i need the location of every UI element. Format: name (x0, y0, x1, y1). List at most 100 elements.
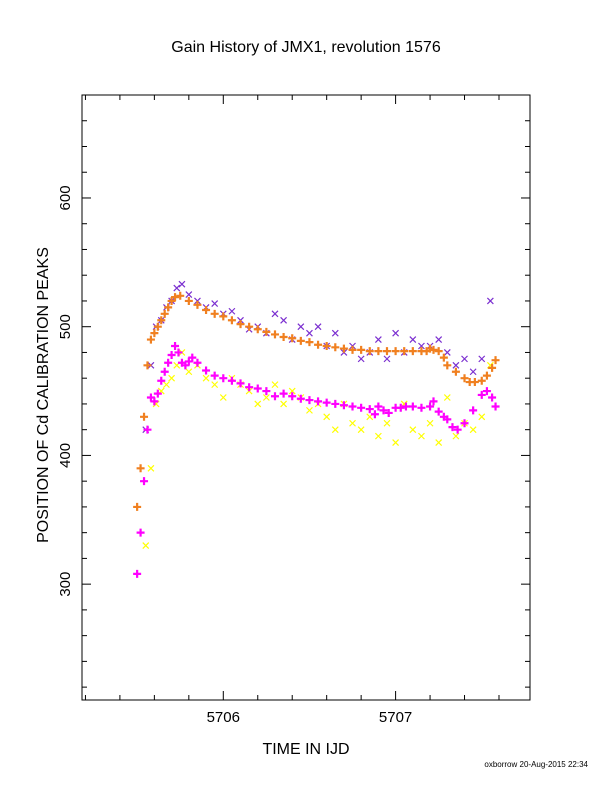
y-tick-label: 500 (57, 314, 74, 339)
data-point (146, 335, 155, 344)
data-point (331, 426, 339, 434)
data-point (418, 432, 425, 440)
data-point (245, 383, 254, 392)
data-point (140, 477, 149, 486)
data-point (262, 327, 271, 336)
data-point (163, 381, 170, 389)
data-point (478, 413, 486, 421)
data-point (429, 345, 438, 354)
data-point (236, 379, 245, 388)
data-point (443, 349, 451, 356)
data-point (279, 333, 288, 341)
y-tick-label: 300 (57, 572, 74, 597)
data-point (365, 405, 374, 414)
data-point (477, 390, 486, 399)
data-point (383, 355, 391, 363)
data-point (176, 291, 185, 300)
data-point (443, 361, 452, 370)
data-point (160, 367, 169, 376)
data-point (171, 293, 180, 302)
data-point (185, 368, 193, 376)
data-point (288, 334, 297, 343)
axis-ticks (82, 94, 530, 700)
data-point (279, 389, 288, 398)
data-point (435, 439, 443, 446)
data-point (461, 355, 468, 363)
data-point (469, 426, 477, 434)
data-point (168, 374, 176, 382)
data-point (477, 376, 486, 385)
data-point (142, 542, 150, 549)
data-point (193, 358, 202, 367)
data-point (153, 389, 162, 398)
data-point (384, 408, 393, 417)
data-point (160, 309, 169, 318)
data-point (408, 402, 417, 411)
data-point (323, 413, 331, 421)
series-2 (133, 291, 500, 511)
data-point (348, 345, 357, 354)
data-point (153, 322, 162, 331)
data-point (219, 394, 227, 401)
data-point (178, 280, 186, 288)
data-point (254, 400, 262, 408)
data-point (188, 353, 197, 362)
data-point (262, 387, 271, 396)
data-point (357, 403, 366, 412)
data-point (417, 403, 426, 412)
data-point (147, 464, 155, 472)
y-tick-label: 400 (57, 443, 74, 468)
data-point (157, 316, 166, 325)
data-point (482, 371, 491, 380)
data-point (357, 426, 365, 434)
data-point (211, 300, 219, 307)
data-point (143, 425, 152, 434)
data-point (488, 393, 497, 402)
data-point (331, 399, 340, 408)
data-point (133, 502, 142, 511)
data-point (157, 376, 166, 385)
data-point (409, 336, 417, 343)
data-point (202, 366, 211, 375)
data-point (150, 397, 159, 406)
data-point (136, 528, 145, 537)
data-point (349, 419, 356, 427)
data-point (482, 387, 491, 396)
data-point (370, 410, 379, 419)
data-point (306, 406, 313, 414)
data-point (270, 330, 279, 339)
data-point (296, 394, 305, 403)
data-point (253, 384, 262, 393)
series-3 (133, 342, 500, 578)
data-point (469, 368, 477, 376)
data-point (448, 423, 457, 432)
data-point (451, 367, 460, 376)
data-point (210, 309, 219, 318)
data-point (396, 403, 405, 412)
data-point (374, 336, 382, 343)
data-point (210, 371, 219, 380)
data-point (401, 402, 410, 411)
x-axis-title: TIME IN IJD (262, 741, 349, 758)
data-point (184, 296, 193, 305)
data-point (314, 323, 322, 331)
data-point (164, 358, 173, 367)
data-point (408, 347, 417, 356)
data-point (322, 342, 331, 351)
data-point (314, 397, 323, 406)
chart-title: Gain History of JMX1, revolution 1576 (171, 39, 441, 56)
data-point (164, 303, 173, 312)
data-point (150, 329, 159, 338)
data-point (452, 361, 460, 369)
y-axis-title: POSITION OF Cd CALIBRATION PEAKS (35, 247, 52, 543)
x-tick-label: 5706 (207, 709, 240, 726)
data-point (173, 284, 181, 292)
plot-frame (81, 94, 531, 701)
data-point (174, 348, 183, 357)
data-point (306, 329, 313, 337)
data-point (322, 398, 331, 407)
data-point (280, 316, 288, 324)
data-point (443, 394, 451, 401)
data-point (305, 338, 314, 347)
